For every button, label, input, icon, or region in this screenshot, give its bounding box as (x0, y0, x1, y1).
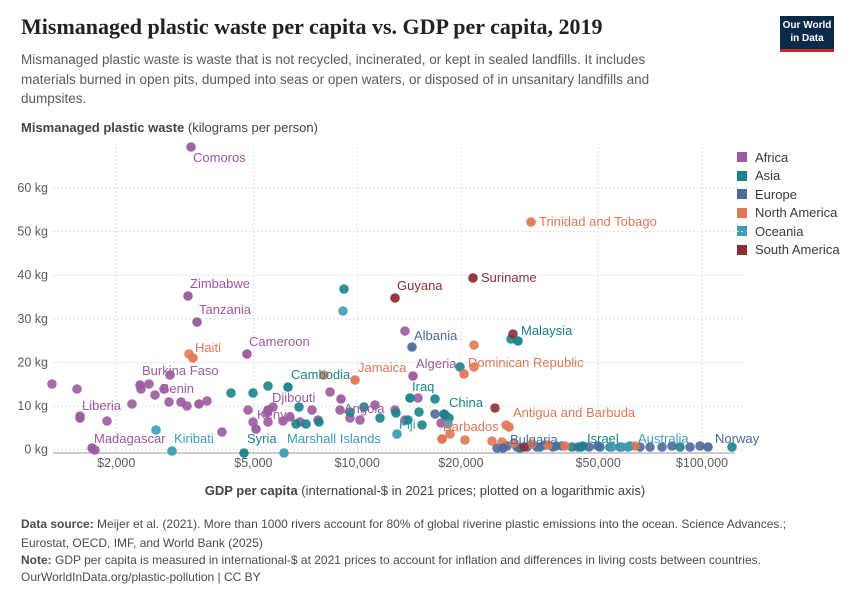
svg-text:China: China (449, 395, 484, 410)
svg-text:10 kg: 10 kg (17, 399, 48, 413)
svg-text:Israel: Israel (587, 431, 619, 446)
svg-text:Madagascar: Madagascar (94, 431, 166, 446)
svg-text:Antigua and Barbuda: Antigua and Barbuda (513, 405, 636, 420)
svg-text:Australia: Australia (638, 431, 689, 446)
svg-text:Iraq: Iraq (412, 379, 434, 394)
svg-text:$20,000: $20,000 (438, 456, 483, 470)
svg-text:Fiji: Fiji (399, 417, 416, 432)
svg-text:Kiribati: Kiribati (174, 431, 214, 446)
svg-text:Comoros: Comoros (193, 150, 246, 165)
svg-text:Bulgaria: Bulgaria (510, 432, 558, 447)
svg-text:50 kg: 50 kg (17, 225, 48, 239)
svg-text:Norway: Norway (715, 431, 760, 446)
svg-text:$100,000: $100,000 (676, 456, 728, 470)
svg-text:Haiti: Haiti (195, 340, 221, 355)
svg-text:$5,000: $5,000 (234, 456, 272, 470)
svg-text:Albania: Albania (414, 328, 458, 343)
svg-text:Djibouti: Djibouti (272, 390, 315, 405)
svg-text:$2,000: $2,000 (97, 456, 135, 470)
svg-text:Barbados: Barbados (443, 419, 499, 434)
svg-text:Kenya: Kenya (257, 407, 295, 422)
svg-text:Jamaica: Jamaica (358, 360, 407, 375)
svg-text:Cambodia: Cambodia (291, 367, 351, 382)
svg-text:Trinidad and Tobago: Trinidad and Tobago (539, 214, 657, 229)
svg-text:Angola: Angola (344, 401, 385, 416)
svg-text:Suriname: Suriname (481, 270, 537, 285)
svg-text:Tanzania: Tanzania (199, 302, 252, 317)
svg-text:Dominican Republic: Dominican Republic (468, 355, 584, 370)
svg-text:Burkina Faso: Burkina Faso (142, 363, 219, 378)
svg-text:Guyana: Guyana (397, 278, 443, 293)
svg-text:Algeria: Algeria (416, 356, 457, 371)
svg-text:60 kg: 60 kg (17, 181, 48, 195)
svg-text:Malaysia: Malaysia (521, 323, 573, 338)
svg-text:30 kg: 30 kg (17, 312, 48, 326)
svg-text:Liberia: Liberia (82, 398, 122, 413)
svg-text:$50,000: $50,000 (576, 456, 621, 470)
svg-text:20 kg: 20 kg (17, 356, 48, 370)
svg-text:Syria: Syria (247, 431, 277, 446)
svg-text:Marshall Islands: Marshall Islands (287, 431, 381, 446)
svg-text:Benin: Benin (161, 381, 194, 396)
svg-text:Cameroon: Cameroon (249, 334, 310, 349)
svg-text:Zimbabwe: Zimbabwe (190, 276, 250, 291)
svg-text:$10,000: $10,000 (335, 456, 380, 470)
svg-text:0 kg: 0 kg (24, 443, 48, 457)
svg-text:40 kg: 40 kg (17, 268, 48, 282)
